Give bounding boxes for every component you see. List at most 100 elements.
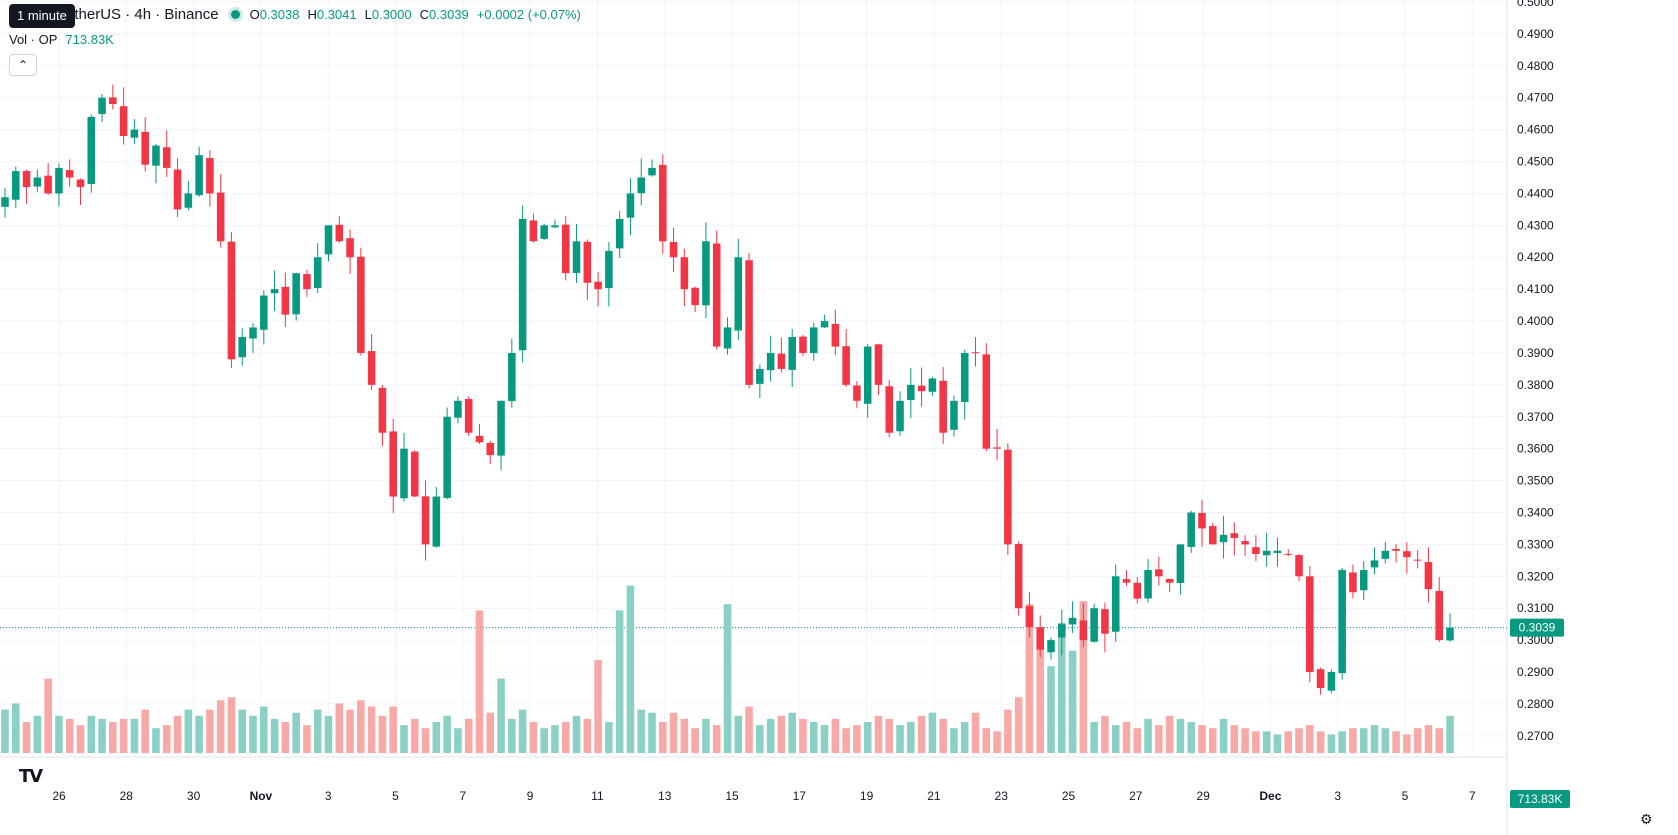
- candle-body: [1058, 624, 1066, 638]
- volume-bar: [346, 709, 354, 753]
- price-tick-label: 0.4100: [1517, 282, 1554, 296]
- volume-bar: [324, 715, 333, 753]
- volume-bar: [227, 697, 236, 753]
- volume-bar: [130, 718, 139, 753]
- candle-body: [1241, 541, 1249, 545]
- symbol-title[interactable]: etherUS · 4h · Binance: [66, 6, 219, 23]
- price-tick-label: 0.3300: [1517, 537, 1554, 551]
- time-tick-label: 17: [793, 789, 807, 803]
- candle-body: [1187, 512, 1195, 547]
- price-axis[interactable]: 0.5000 0.4900 0.4800 0.4700 0.4600 0.4500 0.44…: [1510, 0, 1570, 808]
- volume-legend: Vol · OP 713.83K: [9, 32, 114, 47]
- candle-body: [712, 243, 721, 347]
- volume-bar: [777, 715, 786, 753]
- candle-body: [1392, 548, 1400, 551]
- candle-body: [1327, 672, 1336, 691]
- time-tick-label: 30: [187, 789, 201, 803]
- volume-bar: [1413, 728, 1422, 753]
- collapse-legend-button[interactable]: ⌃: [9, 54, 37, 76]
- volume-bar: [960, 722, 969, 753]
- candle-body: [723, 327, 732, 349]
- time-axis[interactable]: 26 28 30 Nov 3 5 7 9 11 13 15 17 19 21 23 25 27 29 Dec 3 5 7: [52, 789, 1476, 803]
- volume-bar: [626, 585, 635, 753]
- volume-bar: [400, 725, 408, 753]
- market-status-icon[interactable]: [230, 10, 240, 19]
- candle-body: [928, 378, 937, 392]
- last-price-tag: [1510, 618, 1564, 637]
- volume-bar: [464, 718, 473, 753]
- volume-bar: [1359, 728, 1368, 753]
- candle-body: [1316, 669, 1325, 688]
- volume-bar: [529, 722, 538, 753]
- candle-body: [777, 353, 786, 369]
- volume-bar: [971, 712, 980, 753]
- time-tick-label: 3: [1334, 789, 1341, 803]
- candle-body: [475, 435, 484, 443]
- candle-body: [745, 260, 753, 385]
- time-tick-label: 27: [1129, 789, 1143, 803]
- candle-body: [1252, 547, 1260, 554]
- candle-body: [1349, 572, 1357, 593]
- volume-bar: [1370, 725, 1379, 753]
- price-tick-label: 0.3100: [1517, 601, 1554, 615]
- volume-bar: [508, 718, 516, 753]
- volume-bar: [33, 715, 42, 753]
- candle-body: [173, 169, 182, 210]
- candle-body: [950, 400, 958, 430]
- volume-bar: [389, 706, 397, 753]
- volume-bar: [1122, 722, 1131, 753]
- volume-bar: [87, 715, 96, 753]
- volume-bar: [1446, 715, 1454, 753]
- tradingview-logo-icon[interactable]: TV: [18, 765, 43, 787]
- volume-bar: [421, 728, 430, 753]
- volume-bar: [896, 725, 904, 753]
- candle-body: [993, 447, 1001, 449]
- candle-body: [270, 289, 279, 294]
- volume-bar: [119, 718, 128, 753]
- time-tick-label: 25: [1062, 789, 1076, 803]
- price-tick-label: 0.3900: [1517, 346, 1554, 360]
- volume-bar: [1090, 722, 1098, 753]
- volume-bar: [982, 728, 991, 753]
- candle-body: [130, 129, 139, 138]
- candle-body: [1025, 606, 1034, 628]
- time-tick-label: 5: [392, 789, 399, 803]
- candle-body: [184, 193, 193, 208]
- settings-gear-icon[interactable]: ⚙: [1640, 811, 1653, 827]
- volume-bar: [1435, 728, 1443, 753]
- candle-body: [324, 225, 333, 255]
- volume-bar: [583, 718, 592, 753]
- volume-bar: [1133, 728, 1142, 753]
- volume-bar: [378, 715, 387, 753]
- volume-bar: [443, 715, 451, 753]
- candle-body: [615, 218, 624, 249]
- candle-body: [1068, 617, 1077, 625]
- price-tick-label: 0.3800: [1517, 378, 1554, 392]
- candle-body: [1359, 569, 1368, 591]
- volume-bar: [1262, 731, 1271, 753]
- time-tick-label: 29: [1196, 789, 1210, 803]
- volume-bar: [1316, 731, 1325, 753]
- candle-body: [346, 238, 354, 258]
- candle-body: [65, 170, 74, 178]
- volume-label[interactable]: Vol · OP: [9, 32, 58, 47]
- candle-body: [1381, 550, 1390, 559]
- volume-bar: [669, 712, 678, 753]
- candle-body: [917, 385, 926, 392]
- high-value: 0.3041: [316, 7, 357, 22]
- volume-bar: [1349, 728, 1357, 753]
- candle-body: [1079, 620, 1088, 641]
- volume-bar: [1058, 622, 1066, 753]
- volume-bar: [55, 715, 63, 753]
- volume-bar: [98, 718, 106, 753]
- candle-body: [982, 354, 991, 449]
- volume-bar: [1219, 718, 1228, 753]
- candle-body: [443, 416, 451, 498]
- time-tick-label: 7: [1469, 789, 1476, 803]
- volume-bar: [432, 722, 441, 753]
- candle-body: [799, 336, 807, 353]
- volume-bar: [1176, 718, 1185, 753]
- candle-body: [141, 131, 149, 165]
- candle-body: [572, 241, 581, 273]
